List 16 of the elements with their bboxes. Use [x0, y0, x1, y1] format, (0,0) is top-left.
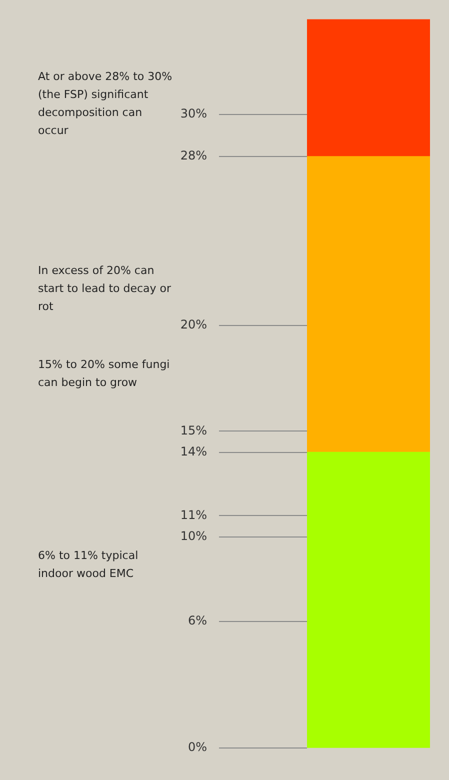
y-tick-label: 15% [180, 423, 207, 438]
y-tick-label: 6% [188, 613, 207, 628]
y-tick-label: 20% [180, 318, 207, 332]
text: At or above 28% to 30% (the FSP) significant decomposition can occur [38, 69, 173, 139]
bar [307, 156, 430, 453]
bar [307, 452, 430, 748]
text: 15% to 20% some fungi can begin to grow [38, 357, 171, 391]
y-tick-label: 0% [188, 740, 207, 754]
y-tick-label: 10% [180, 528, 207, 543]
y-tick-label: 28% [180, 148, 207, 163]
bar [307, 19, 430, 157]
y-tick-label: 30% [180, 106, 207, 120]
y-tick-label: 11% [180, 508, 207, 522]
text: 6% to 11% typical indoor wood EMC [38, 548, 140, 582]
y-tick-label: 14% [180, 444, 207, 458]
text: In excess of 20% can start to lead to decay or rot [38, 263, 172, 315]
